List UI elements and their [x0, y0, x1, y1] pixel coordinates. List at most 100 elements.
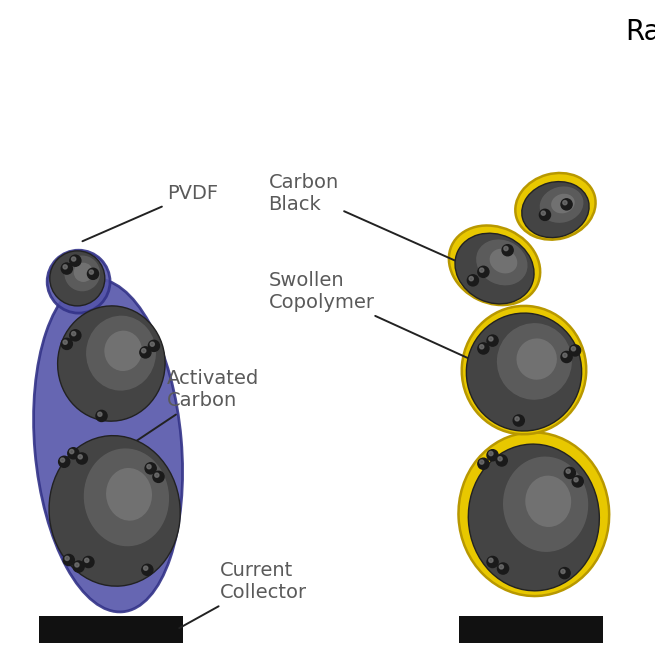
Ellipse shape	[86, 316, 156, 390]
Circle shape	[155, 473, 159, 477]
Text: Swollen
Copolymer: Swollen Copolymer	[269, 271, 487, 367]
Circle shape	[63, 340, 67, 345]
Circle shape	[467, 275, 478, 286]
Circle shape	[487, 557, 498, 567]
Circle shape	[69, 255, 81, 267]
Text: Activated
Carbon: Activated Carbon	[132, 369, 259, 444]
Ellipse shape	[476, 240, 527, 286]
FancyBboxPatch shape	[39, 616, 183, 643]
Circle shape	[149, 341, 160, 351]
Ellipse shape	[58, 306, 165, 421]
Circle shape	[98, 412, 102, 417]
Circle shape	[477, 458, 489, 469]
Ellipse shape	[458, 432, 609, 596]
Circle shape	[498, 457, 502, 461]
Circle shape	[489, 558, 493, 563]
Circle shape	[561, 351, 572, 363]
Text: Rando: Rando	[626, 18, 655, 47]
Circle shape	[63, 265, 67, 269]
Ellipse shape	[522, 181, 589, 238]
Circle shape	[68, 448, 79, 458]
Text: Carbon
Black: Carbon Black	[269, 173, 512, 286]
Circle shape	[147, 464, 151, 469]
Circle shape	[69, 449, 74, 454]
Circle shape	[141, 348, 146, 353]
Circle shape	[487, 335, 498, 346]
Circle shape	[498, 563, 508, 574]
Ellipse shape	[551, 194, 574, 214]
Circle shape	[559, 567, 570, 579]
Ellipse shape	[517, 339, 557, 380]
Circle shape	[145, 462, 156, 474]
Circle shape	[153, 472, 164, 482]
Circle shape	[73, 561, 84, 572]
Circle shape	[87, 269, 98, 279]
Circle shape	[141, 564, 153, 575]
Circle shape	[89, 270, 94, 274]
Circle shape	[572, 476, 584, 487]
Circle shape	[78, 455, 83, 459]
Ellipse shape	[104, 331, 142, 371]
Circle shape	[59, 456, 69, 468]
Circle shape	[62, 338, 72, 350]
Circle shape	[60, 458, 65, 462]
Circle shape	[487, 450, 498, 461]
Circle shape	[489, 337, 493, 341]
Text: Current
Collector: Current Collector	[179, 561, 307, 628]
FancyBboxPatch shape	[458, 616, 603, 643]
Circle shape	[150, 342, 155, 346]
Ellipse shape	[47, 250, 110, 313]
Circle shape	[71, 257, 76, 261]
Ellipse shape	[525, 476, 571, 527]
Circle shape	[477, 267, 489, 278]
Ellipse shape	[515, 173, 595, 240]
Circle shape	[469, 276, 474, 281]
Circle shape	[571, 346, 576, 351]
Circle shape	[561, 569, 565, 574]
Ellipse shape	[33, 279, 183, 612]
Ellipse shape	[455, 233, 534, 304]
Circle shape	[489, 451, 493, 456]
Circle shape	[84, 558, 89, 563]
Circle shape	[502, 245, 514, 256]
Ellipse shape	[462, 306, 586, 434]
Ellipse shape	[84, 449, 169, 546]
Circle shape	[76, 453, 87, 464]
Circle shape	[569, 345, 580, 356]
Circle shape	[62, 263, 72, 274]
Ellipse shape	[49, 436, 180, 586]
Ellipse shape	[50, 251, 105, 306]
Circle shape	[540, 210, 550, 220]
Circle shape	[143, 566, 148, 571]
Ellipse shape	[468, 444, 599, 591]
Circle shape	[564, 468, 575, 478]
Ellipse shape	[449, 225, 540, 305]
Circle shape	[140, 347, 151, 358]
Circle shape	[477, 343, 489, 354]
Circle shape	[561, 199, 572, 210]
Ellipse shape	[503, 457, 588, 552]
Ellipse shape	[540, 187, 584, 223]
Circle shape	[479, 268, 484, 272]
Circle shape	[496, 455, 507, 466]
Circle shape	[96, 410, 107, 422]
Circle shape	[504, 246, 508, 251]
Circle shape	[63, 554, 74, 565]
Ellipse shape	[497, 323, 572, 400]
Ellipse shape	[64, 255, 100, 291]
Circle shape	[65, 556, 69, 561]
Circle shape	[515, 417, 519, 421]
Ellipse shape	[106, 468, 152, 521]
Circle shape	[69, 330, 81, 341]
Ellipse shape	[74, 263, 93, 282]
Circle shape	[479, 460, 484, 464]
Circle shape	[566, 469, 571, 474]
Circle shape	[499, 565, 504, 569]
Circle shape	[75, 563, 79, 567]
Circle shape	[479, 345, 484, 349]
Circle shape	[563, 353, 567, 358]
Circle shape	[541, 211, 546, 215]
Ellipse shape	[490, 249, 517, 273]
Circle shape	[514, 415, 524, 426]
Ellipse shape	[466, 313, 582, 431]
